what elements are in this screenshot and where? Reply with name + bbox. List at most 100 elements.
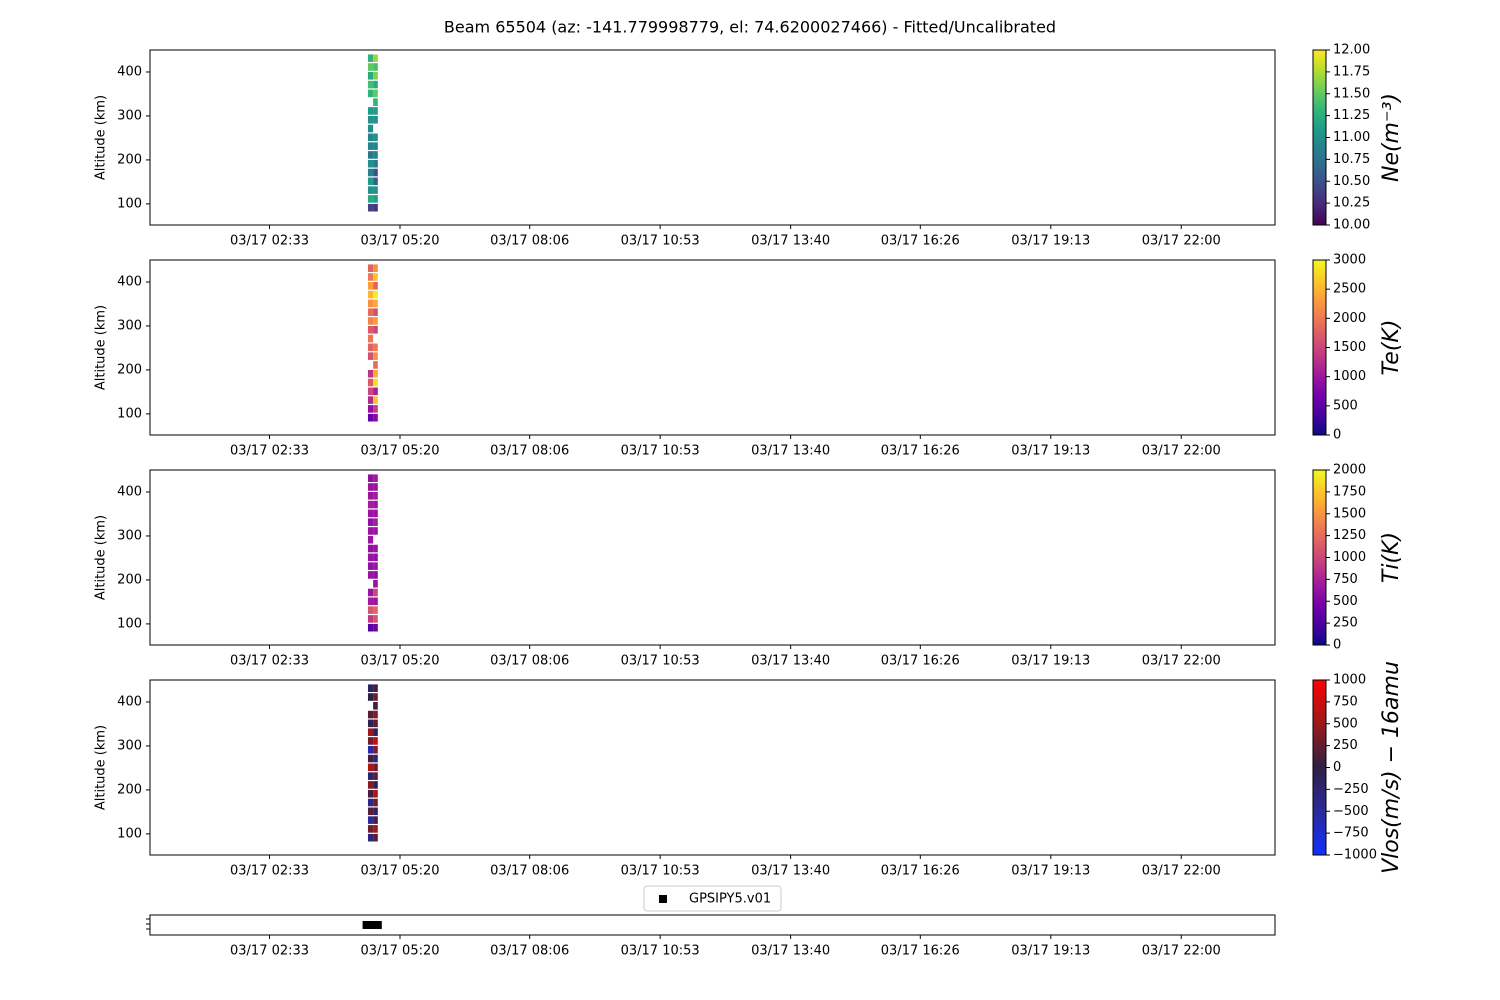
x-tick-label: 03/17 16:26 xyxy=(881,654,960,669)
heatmap-cell xyxy=(367,177,374,186)
axes-frame xyxy=(149,914,1276,936)
heatmap-cell xyxy=(367,737,374,745)
colorbar-tick-label: 11.50 xyxy=(1333,86,1370,101)
x-tick-label: 03/17 05:20 xyxy=(360,444,439,459)
colorbar-tick-label: 10.50 xyxy=(1333,174,1370,189)
legend-marker xyxy=(659,895,667,903)
heatmap-cell xyxy=(367,63,374,71)
y-axis-label: Altitude (km) xyxy=(94,725,109,810)
heatmap-cell xyxy=(367,597,374,606)
x-tick-label: 03/17 22:00 xyxy=(1142,864,1221,879)
heatmap-cell xyxy=(373,264,378,272)
x-tick-label: 03/17 02:33 xyxy=(230,654,309,669)
x-tick-label: 03/17 13:40 xyxy=(751,864,830,879)
heatmap-cell xyxy=(367,833,374,842)
y-tick-label: 400 xyxy=(117,484,142,499)
heatmap-cell xyxy=(373,491,378,500)
y-axis-label: Altitude (km) xyxy=(94,95,109,180)
x-tick-label: 03/17 16:26 xyxy=(881,944,960,959)
x-tick-label: 03/17 22:00 xyxy=(1142,944,1221,959)
heatmap-cell xyxy=(367,527,374,535)
heatmap-cell xyxy=(373,684,378,692)
heatmap-cell xyxy=(367,343,374,352)
y-axis-label: Altitude (km) xyxy=(94,515,109,600)
colorbar-tick-label: 10.75 xyxy=(1333,152,1370,167)
x-tick-label: 03/17 10:53 xyxy=(621,944,700,959)
heatmap-cell xyxy=(367,334,374,343)
heatmap-cell xyxy=(373,308,378,316)
x-tick-label: 03/17 05:20 xyxy=(360,234,439,249)
heatmap-cell xyxy=(367,518,374,526)
heatmap-cell xyxy=(367,142,374,150)
heatmap-cell xyxy=(373,588,378,597)
heatmap-cell xyxy=(367,264,374,272)
heatmap-cell xyxy=(373,352,378,360)
heatmap-cell xyxy=(373,745,378,754)
y-tick-label: 400 xyxy=(117,64,142,79)
heatmap-cell xyxy=(373,710,378,719)
heatmap-cell xyxy=(367,405,374,413)
y-tick-label: 200 xyxy=(117,362,142,377)
colorbar-tick-label: 1250 xyxy=(1333,528,1366,543)
heatmap-cell xyxy=(373,544,378,553)
x-tick-label: 03/17 02:33 xyxy=(230,944,309,959)
x-tick-label: 03/17 10:53 xyxy=(621,444,700,459)
heatmap-cell xyxy=(367,168,374,177)
axes-frame xyxy=(149,49,1276,226)
colorbar xyxy=(1313,470,1326,645)
heatmap-cell xyxy=(373,833,378,842)
heatmap-cell xyxy=(373,273,378,281)
axes-frame xyxy=(149,679,1276,856)
heatmap-cell xyxy=(373,361,378,369)
colorbar-tick-label: 12.00 xyxy=(1333,43,1370,58)
heatmap-cell xyxy=(373,89,378,98)
heatmap-cell xyxy=(367,80,374,89)
heatmap-cell xyxy=(367,325,374,334)
colorbar-tick-label: 0 xyxy=(1333,428,1341,443)
x-tick-label: 03/17 08:06 xyxy=(490,234,569,249)
colorbar xyxy=(1313,50,1326,225)
heatmap-cell xyxy=(373,343,378,352)
x-tick-label: 03/17 13:40 xyxy=(751,654,830,669)
axes-frame xyxy=(149,259,1276,436)
heatmap-cell xyxy=(373,772,378,780)
heatmap-cell xyxy=(367,544,374,553)
scatter-point xyxy=(373,921,382,929)
colorbar-tick-label: 1000 xyxy=(1333,369,1366,384)
colorbar-tick-label: −1000 xyxy=(1333,848,1377,863)
heatmap-cell xyxy=(373,290,378,299)
colorbar-tick-label: 3000 xyxy=(1333,253,1366,268)
heatmap-cell xyxy=(367,203,374,212)
colorbar-tick-label: 500 xyxy=(1333,594,1358,609)
x-tick-label: 03/17 08:06 xyxy=(490,864,569,879)
x-tick-label: 03/17 19:13 xyxy=(1011,654,1090,669)
heatmap-cell xyxy=(373,159,378,168)
heatmap-cell xyxy=(367,369,374,378)
heatmap-cell xyxy=(367,413,374,422)
heatmap-cell xyxy=(367,798,374,807)
x-tick-label: 03/17 08:06 xyxy=(490,444,569,459)
heatmap-cell xyxy=(367,789,374,798)
heatmap-cell xyxy=(367,615,374,623)
x-tick-label: 03/17 02:33 xyxy=(230,864,309,879)
heatmap-cell xyxy=(373,98,378,106)
heatmap-cell xyxy=(373,527,378,535)
heatmap-cell xyxy=(373,378,378,387)
heatmap-cell xyxy=(367,89,374,98)
heatmap-cell xyxy=(373,728,378,736)
heatmap-cell xyxy=(367,124,374,133)
x-tick-label: 03/17 10:53 xyxy=(621,864,700,879)
y-tick-label: 300 xyxy=(117,318,142,333)
colorbar-tick-label: 750 xyxy=(1333,572,1358,587)
colorbar-tick-label: 11.75 xyxy=(1333,64,1370,79)
heatmap-cell xyxy=(367,509,374,518)
heatmap-cell xyxy=(373,562,378,570)
heatmap-cell xyxy=(373,789,378,798)
heatmap-cell xyxy=(373,623,378,632)
colorbar-label: Ti(K) xyxy=(1379,532,1404,583)
heatmap-cell xyxy=(373,80,378,89)
y-tick-label: 100 xyxy=(117,616,142,631)
x-tick-label: 03/17 19:13 xyxy=(1011,234,1090,249)
heatmap-cell xyxy=(373,54,378,62)
